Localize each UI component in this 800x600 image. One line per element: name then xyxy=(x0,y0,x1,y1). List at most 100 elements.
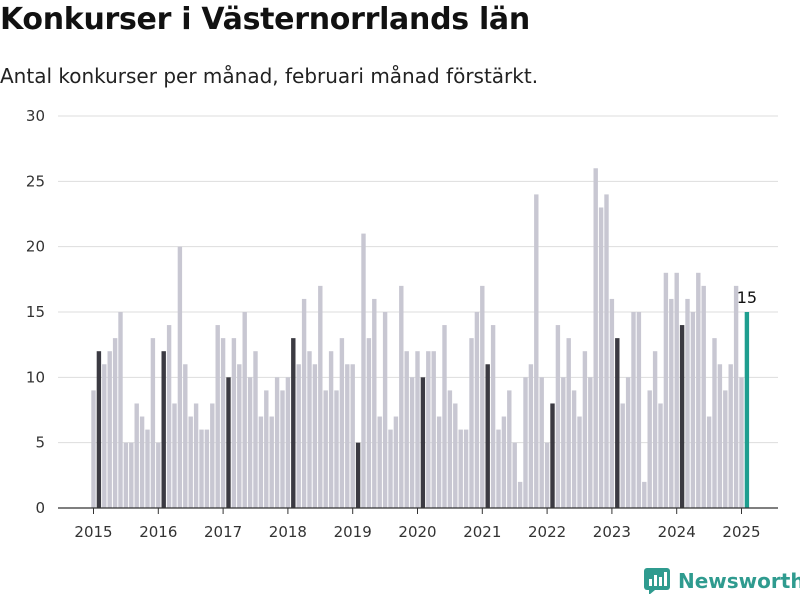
bar xyxy=(528,364,534,508)
bar xyxy=(253,351,258,508)
bar xyxy=(382,312,388,508)
bar xyxy=(91,390,96,508)
bar xyxy=(544,442,550,508)
bar xyxy=(539,377,544,508)
bar xyxy=(301,298,307,508)
bar xyxy=(550,403,555,508)
bar xyxy=(577,416,582,508)
bar xyxy=(696,272,701,508)
bar xyxy=(285,377,291,508)
y-tick-label: 20 xyxy=(26,238,45,256)
bar xyxy=(453,403,458,508)
y-tick-label: 0 xyxy=(35,499,45,517)
bar xyxy=(663,272,669,508)
bar xyxy=(474,312,480,508)
x-tick-label: 2022 xyxy=(528,523,566,541)
bar xyxy=(291,338,296,508)
bar xyxy=(420,377,426,508)
bar xyxy=(355,442,361,508)
bar xyxy=(652,351,658,508)
bar xyxy=(480,285,485,508)
bar xyxy=(458,429,463,508)
x-axis-tick-labels: 2015 2016 2017 2018 2019 2020 2021 2022 2023 2024… xyxy=(74,523,760,541)
bar xyxy=(318,285,323,508)
bar xyxy=(247,377,253,508)
bar xyxy=(280,390,285,508)
bar xyxy=(166,325,172,508)
bar xyxy=(129,442,134,508)
y-axis-tick-labels: 0 5 10 15 20 25 30 xyxy=(26,107,45,517)
bar xyxy=(188,416,193,508)
bar xyxy=(345,364,350,508)
chart-title: Konkurser i Västernorrlands län xyxy=(0,2,530,37)
bar xyxy=(436,416,442,508)
bar xyxy=(496,429,501,508)
bar xyxy=(431,351,436,508)
bars xyxy=(91,168,750,509)
bar xyxy=(647,390,652,508)
bar xyxy=(409,377,415,508)
x-axis xyxy=(58,507,778,514)
bar xyxy=(139,416,145,508)
annotations: 15 xyxy=(737,288,757,307)
bar xyxy=(566,338,571,508)
x-tick-label: 2020 xyxy=(398,523,436,541)
bar xyxy=(598,207,604,508)
bar xyxy=(426,351,431,508)
bar xyxy=(269,416,274,508)
x-tick-label: 2021 xyxy=(463,523,501,541)
y-tick-label: 5 xyxy=(35,434,45,452)
brand-logo: Newsworthy xyxy=(644,568,800,594)
x-tick-label: 2017 xyxy=(204,523,242,541)
bar xyxy=(334,390,339,508)
bar xyxy=(463,429,469,508)
bar xyxy=(339,338,345,508)
bar xyxy=(604,194,609,508)
bar xyxy=(739,377,744,508)
bar xyxy=(507,390,512,508)
bar xyxy=(366,338,372,508)
bar xyxy=(307,351,312,508)
x-tick-label: 2025 xyxy=(722,523,760,541)
bar xyxy=(555,325,561,508)
bar xyxy=(517,481,523,508)
bar xyxy=(393,416,399,508)
x-tick-label: 2016 xyxy=(139,523,177,541)
bar xyxy=(210,403,215,508)
bar xyxy=(231,338,237,508)
latest-value-label: 15 xyxy=(737,288,757,307)
bar xyxy=(161,351,166,508)
bar xyxy=(264,390,269,508)
bar xyxy=(701,285,706,508)
brand-name: Newsworthy xyxy=(678,569,800,593)
bar xyxy=(723,390,728,508)
bar xyxy=(561,377,566,508)
x-tick-label: 2018 xyxy=(269,523,307,541)
bar xyxy=(296,364,301,508)
bar xyxy=(237,364,242,508)
bar xyxy=(183,364,188,508)
bar xyxy=(102,364,107,508)
bar xyxy=(328,351,334,508)
bar xyxy=(485,364,490,508)
bar xyxy=(523,377,528,508)
bar xyxy=(107,351,112,508)
bar xyxy=(404,351,409,508)
x-tick-label: 2024 xyxy=(658,523,696,541)
bar xyxy=(134,403,139,508)
bar xyxy=(350,364,355,508)
x-tick-label: 2023 xyxy=(593,523,631,541)
bar xyxy=(193,403,199,508)
x-tick-label: 2015 xyxy=(74,523,112,541)
bar xyxy=(177,246,183,509)
bar xyxy=(96,351,102,508)
bar xyxy=(690,312,696,508)
bar xyxy=(377,416,382,508)
bar xyxy=(226,377,231,508)
bar xyxy=(631,312,636,508)
y-tick-label: 10 xyxy=(26,368,45,386)
bar xyxy=(625,377,631,508)
bar xyxy=(571,390,577,508)
bar xyxy=(145,429,150,508)
bar xyxy=(312,364,318,508)
